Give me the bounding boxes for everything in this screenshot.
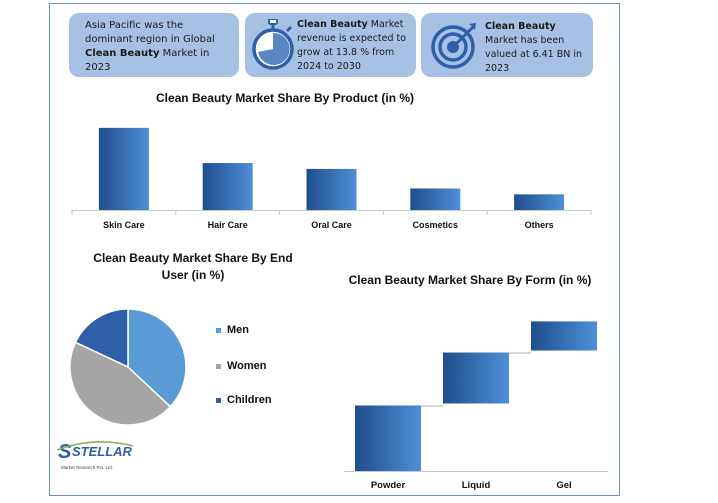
card-text: Asia Pacific was the dominant region in … bbox=[85, 20, 215, 45]
legend-swatch bbox=[216, 363, 221, 369]
legend-item-women: Women bbox=[216, 360, 267, 372]
form-tick-label: Liquid bbox=[462, 480, 491, 491]
stellar-logo: S STELLAR Market Research Pvt. Ltd. bbox=[55, 436, 145, 476]
pie-slice-children bbox=[74, 308, 129, 369]
card-text: Market revenue is expected to grow at 13… bbox=[297, 19, 407, 72]
card-bold-text: Clean Beauty bbox=[85, 48, 160, 59]
svg-text:Market Research Pvt. Ltd.: Market Research Pvt. Ltd. bbox=[61, 465, 113, 470]
svg-text:STELLAR: STELLAR bbox=[72, 444, 133, 459]
infographic-frame: Asia Pacific was the dominant region in … bbox=[49, 3, 620, 496]
form-waterfall-chart: Powder Liquid Gel bbox=[344, 321, 608, 491]
enduser-pie-chart bbox=[69, 308, 187, 426]
legend-swatch bbox=[216, 397, 221, 403]
form-tick-label: Powder bbox=[371, 480, 406, 491]
legend-swatch bbox=[216, 327, 221, 333]
info-card-region: Asia Pacific was the dominant region in … bbox=[69, 13, 239, 77]
form-bar bbox=[355, 405, 421, 471]
enduser-chart-title: Clean Beauty Market Share By End User (i… bbox=[93, 251, 293, 282]
form-bar bbox=[443, 352, 509, 404]
card-text: Market has been valued at 6.41 BN in 202… bbox=[485, 35, 583, 74]
pie-slice-women bbox=[69, 341, 172, 426]
form-tick-label: Gel bbox=[556, 480, 571, 491]
product-bar bbox=[202, 163, 253, 210]
svg-text:S: S bbox=[58, 441, 72, 463]
info-card-value: Clean Beauty Market has been valued at 6… bbox=[421, 13, 593, 77]
card-text: Market in 2023 bbox=[85, 48, 210, 73]
product-tick-label: Skin Care bbox=[103, 220, 145, 230]
legend-item-children: Children bbox=[216, 394, 272, 406]
info-card-growth: Clean Beauty Market revenue is expected … bbox=[245, 13, 416, 77]
form-bar bbox=[531, 321, 597, 351]
product-bar bbox=[514, 194, 565, 210]
form-chart-title: Clean Beauty Market Share By Form (in %) bbox=[348, 273, 592, 287]
legend-label: Men bbox=[227, 324, 249, 336]
product-bar-chart: Skin Care Hair Care Oral Care Cosmetics Othe… bbox=[71, 127, 592, 230]
stopwatch-icon bbox=[252, 19, 294, 70]
target-icon bbox=[431, 23, 476, 69]
product-bar bbox=[410, 188, 461, 210]
product-tick-label: Oral Care bbox=[311, 220, 352, 230]
legend-label: Women bbox=[227, 360, 267, 372]
pie-slice-men bbox=[127, 308, 187, 408]
product-bar bbox=[98, 127, 149, 210]
product-bar bbox=[306, 168, 357, 210]
product-chart-title: Clean Beauty Market Share By Product (in… bbox=[155, 91, 415, 105]
card-bold-text: Clean Beauty bbox=[297, 19, 368, 30]
legend-label: Children bbox=[227, 394, 272, 406]
legend-item-men: Men bbox=[216, 324, 249, 336]
card-bold-text: Clean Beauty bbox=[485, 21, 556, 32]
product-tick-label: Hair Care bbox=[208, 220, 248, 230]
product-tick-label: Others bbox=[525, 220, 554, 230]
product-tick-label: Cosmetics bbox=[413, 220, 459, 230]
